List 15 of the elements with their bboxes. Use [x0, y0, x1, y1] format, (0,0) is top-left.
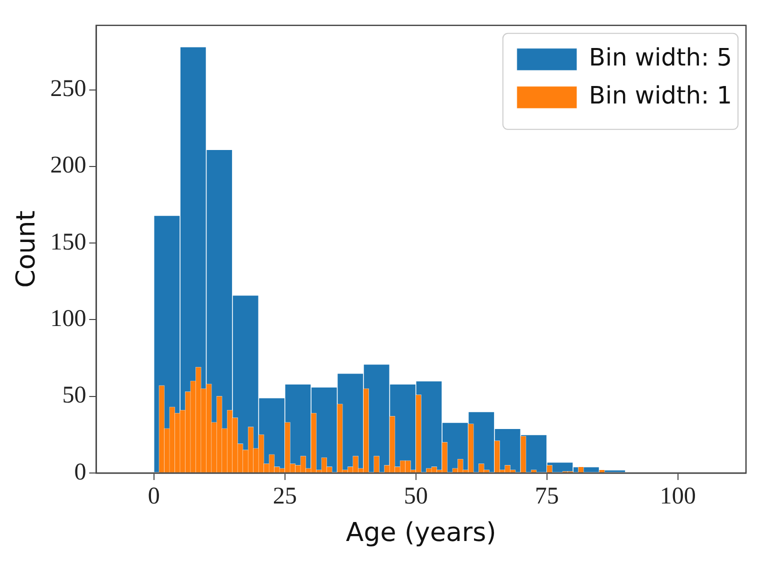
y-tick-label: 0 — [74, 459, 86, 486]
y-tick-label: 200 — [50, 152, 86, 179]
legend-label: Bin width: 5 — [588, 44, 732, 72]
y-tick-label: 150 — [50, 229, 86, 256]
y-tick-label: 100 — [50, 306, 86, 332]
x-axis-title: Age (years) — [346, 518, 496, 548]
y-tick-label: 50 — [62, 382, 86, 409]
x-tick-label: 25 — [272, 484, 297, 510]
x-tick-label: 50 — [404, 484, 428, 510]
x-tick-label: 0 — [148, 484, 160, 510]
legend-label: Bin width: 1 — [588, 82, 732, 110]
x-tick-label: 75 — [534, 484, 559, 510]
y-tick-label: 250 — [50, 76, 86, 102]
y-axis-title: Count — [11, 210, 42, 288]
x-tick-label: 100 — [660, 484, 696, 510]
